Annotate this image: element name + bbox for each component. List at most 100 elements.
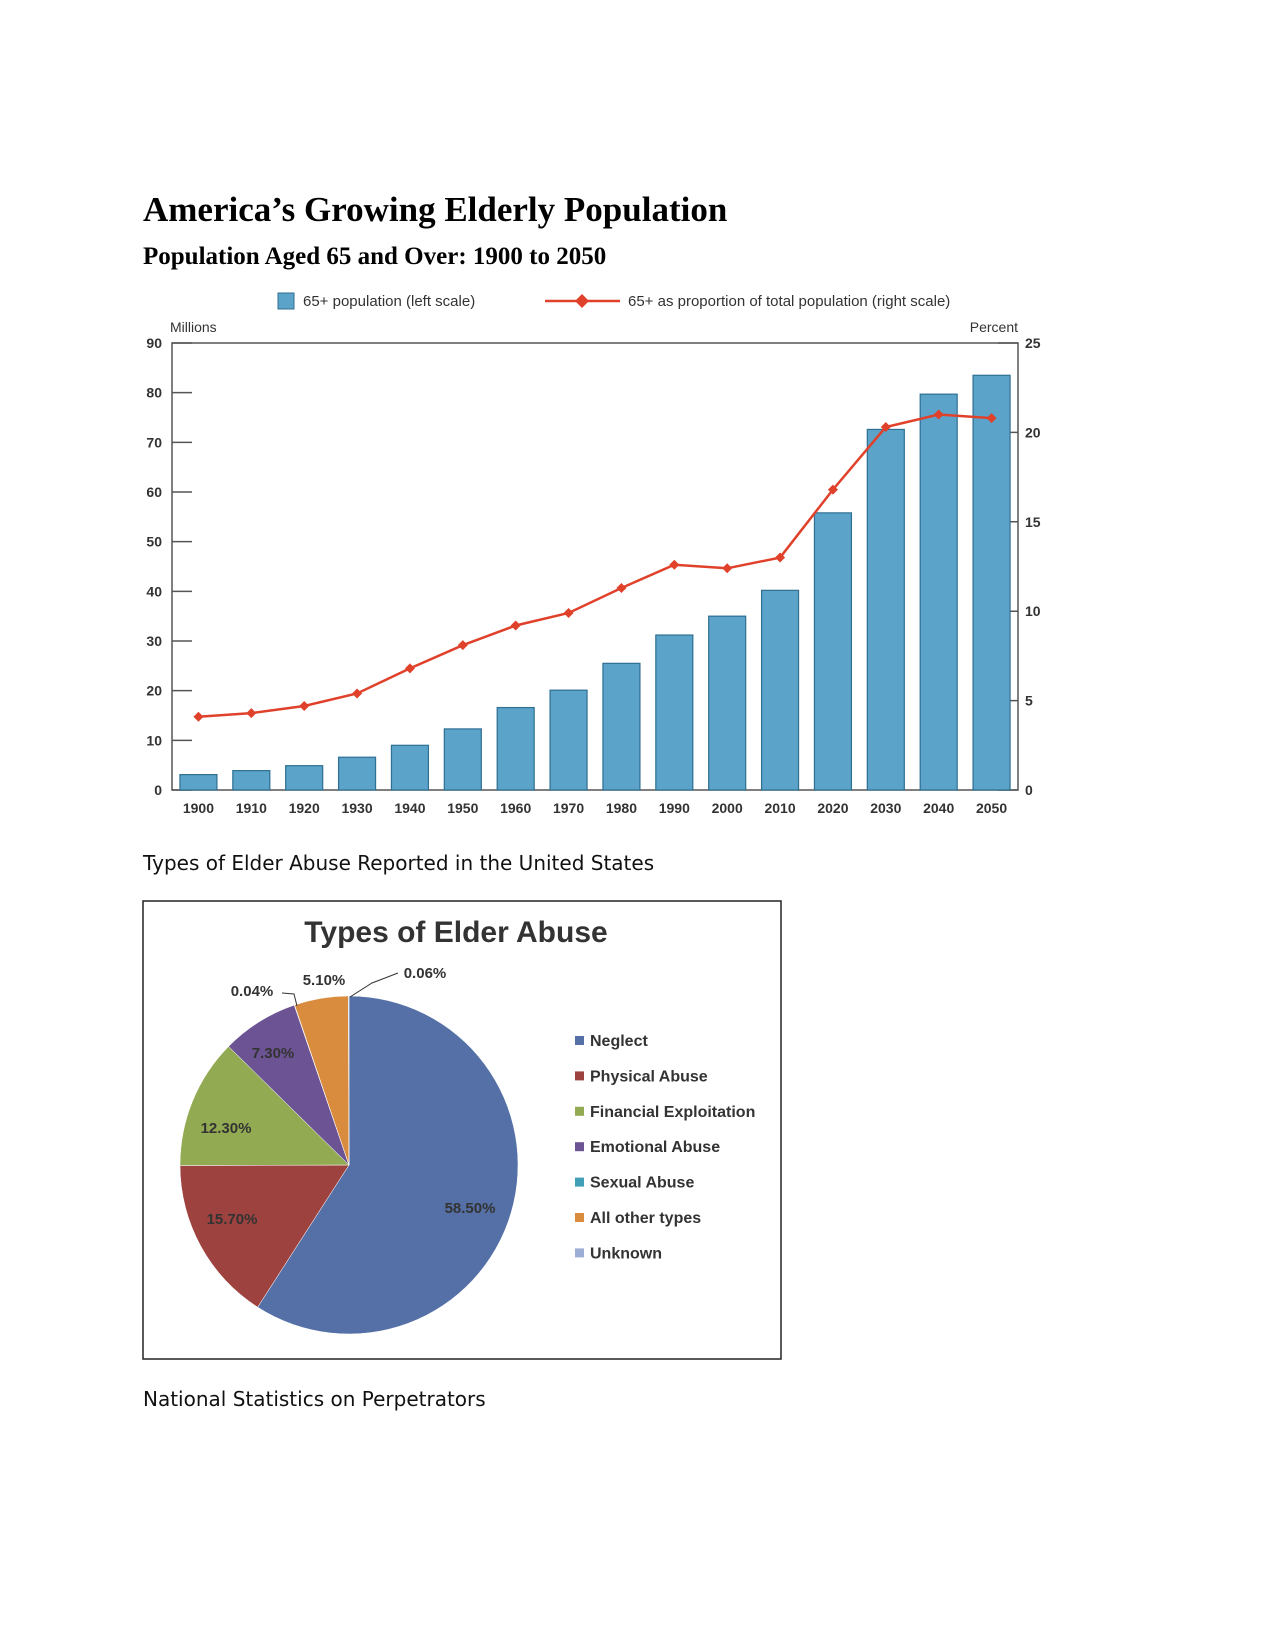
x-tick-label: 2030 (870, 800, 901, 816)
legend-bar-swatch (277, 292, 295, 310)
x-tick-label: 1930 (341, 800, 372, 816)
pie-data-label: 58.50% (445, 1200, 496, 1217)
legend-swatch (575, 1213, 584, 1222)
x-tick-label: 1990 (659, 800, 690, 816)
line-point-1930 (352, 688, 363, 699)
line-point-2030 (880, 422, 891, 433)
pie-slice-neglect (257, 995, 519, 1335)
left-tick-label: 20 (146, 683, 162, 699)
bar-1970 (549, 689, 588, 791)
bar-1950 (443, 728, 482, 791)
pie-caption: Types of Elder Abuse Reported in the Uni… (143, 851, 655, 875)
right-tick-label: 25 (1025, 335, 1041, 351)
line-point-2040 (933, 409, 944, 420)
x-tick-label: 2000 (712, 800, 743, 816)
line-point-1980 (616, 582, 627, 593)
line-point-1950 (457, 640, 468, 651)
legend-swatch (575, 1177, 584, 1187)
left-tick-label: 10 (146, 732, 162, 748)
right-tick-label: 15 (1025, 514, 1041, 530)
legend-label: Physical Abuse (590, 1068, 708, 1085)
bar-1940 (390, 744, 430, 791)
legend-swatch (575, 1248, 584, 1258)
pie-data-label: 12.30% (201, 1120, 252, 1137)
legend-label: All other types (590, 1210, 701, 1227)
line-point-1970 (563, 607, 574, 618)
left-tick-label: 60 (146, 484, 162, 500)
left-axis-label: Millions (170, 319, 217, 335)
pie-slice-unknown (348, 995, 350, 1166)
page-title: America’s Growing Elderly Population (143, 190, 728, 229)
bar-1980 (602, 662, 641, 791)
bar-2010 (760, 589, 800, 791)
left-tick-label: 50 (146, 534, 162, 550)
left-tick-label: 80 (146, 385, 162, 401)
legend-label: Financial Exploitation (590, 1104, 755, 1121)
line-point-1910 (246, 708, 257, 719)
line-point-2000 (722, 563, 733, 574)
left-tick-label: 30 (146, 633, 162, 649)
right-tick-label: 10 (1025, 603, 1041, 619)
legend-bar-label: 65+ population (left scale) (303, 293, 475, 310)
line-point-2050 (986, 413, 997, 424)
bar-1990 (655, 634, 694, 791)
pie-data-label: 0.04% (231, 983, 274, 1000)
bar-2050 (972, 374, 1011, 791)
line-point-1960 (510, 620, 521, 631)
page-subtitle: Population Aged 65 and Over: 1900 to 205… (143, 243, 607, 270)
bar-2020 (813, 512, 853, 791)
legend-line-label: 65+ as proportion of total population (r… (628, 293, 950, 310)
x-tick-label: 2040 (923, 800, 954, 816)
legend-swatch (575, 1142, 584, 1152)
right-tick-label: 20 (1025, 424, 1041, 440)
x-tick-label: 1970 (553, 800, 584, 816)
plot-frame (171, 342, 1019, 791)
bottom-caption: National Statistics on Perpetrators (143, 1387, 486, 1411)
line-point-1920 (299, 700, 310, 711)
right-tick-label: 0 (1025, 782, 1033, 798)
legend-swatch (575, 1071, 584, 1081)
pie-slice-financial-exploitation (179, 1046, 350, 1166)
legend-swatch (575, 1036, 584, 1045)
legend-label: Emotional Abuse (590, 1139, 720, 1156)
bar-1910 (232, 770, 271, 791)
bar-1930 (337, 756, 377, 791)
pie-title: Types of Elder Abuse (304, 916, 607, 949)
x-tick-label: 2010 (764, 800, 795, 816)
x-tick-label: 2050 (976, 800, 1007, 816)
left-tick-label: 90 (146, 335, 162, 351)
right-tick-label: 5 (1025, 693, 1033, 709)
x-tick-label: 1950 (447, 800, 478, 816)
legend-label: Neglect (590, 1033, 648, 1050)
line-point-1990 (669, 559, 680, 570)
legend-label: Sexual Abuse (590, 1175, 694, 1192)
leader-line-sexual (281, 992, 298, 1007)
line-point-1900 (193, 711, 204, 722)
legend-line-marker (575, 294, 589, 308)
pie-data-label: 15.70% (207, 1211, 258, 1228)
x-tick-label: 1920 (289, 800, 320, 816)
bar-1920 (285, 765, 324, 791)
line-point-1940 (404, 663, 415, 674)
legend-swatch (575, 1106, 584, 1116)
left-tick-label: 0 (154, 782, 162, 798)
x-tick-label: 2020 (817, 800, 848, 816)
pie-data-label: 5.10% (303, 972, 346, 989)
x-tick-label: 1940 (394, 800, 425, 816)
right-axis-label: Percent (970, 319, 1018, 335)
x-tick-label: 1980 (606, 800, 637, 816)
pie-data-label: 7.30% (252, 1045, 295, 1062)
x-tick-label: 1910 (236, 800, 267, 816)
bar-1960 (496, 706, 535, 791)
line-point-2010 (775, 552, 786, 563)
bar-2040 (919, 393, 958, 791)
pie-data-label: 0.06% (404, 965, 447, 982)
left-tick-label: 70 (146, 434, 162, 450)
proportion-line (198, 413, 992, 718)
x-tick-label: 1900 (183, 800, 214, 816)
legend-label: Unknown (590, 1245, 662, 1262)
bar-2000 (708, 615, 747, 791)
left-tick-label: 40 (146, 583, 162, 599)
